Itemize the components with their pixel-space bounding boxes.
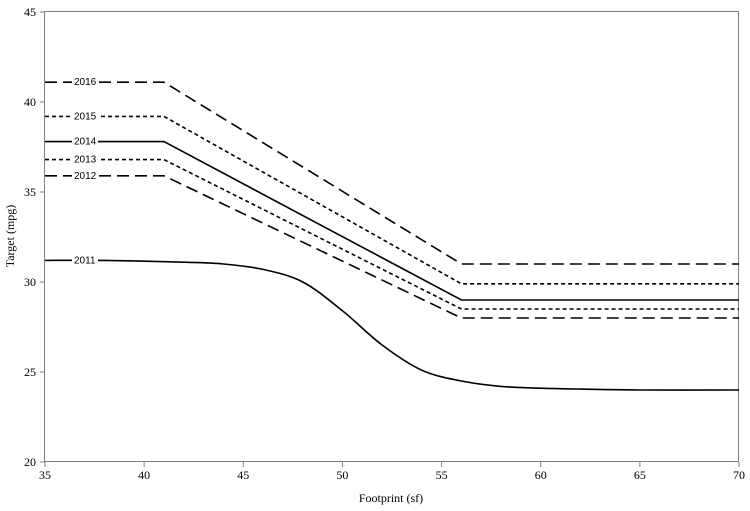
series-line-2015 <box>45 115 739 285</box>
y-tick-label: 45 <box>24 5 36 19</box>
x-tick-label: 40 <box>138 468 150 482</box>
series-label-2014: 2014 <box>74 137 97 148</box>
series-label-bg <box>72 135 98 148</box>
y-tick-label: 35 <box>24 185 36 199</box>
x-tick-label: 65 <box>634 468 646 482</box>
x-axis-title: Footprint (sf) <box>359 491 423 505</box>
series-label-bg <box>72 76 98 89</box>
plot-area: 2016 2015 2014 2013 2012 2011 <box>44 11 740 462</box>
series-layer <box>44 81 740 391</box>
x-tick-label: 35 <box>39 468 51 482</box>
x-tick-label: 55 <box>436 468 448 482</box>
series-line-2014 <box>45 140 739 301</box>
y-tick-label: 40 <box>24 95 36 109</box>
series-line-2011 <box>44 259 740 391</box>
y-axis-title: Target (mpg) <box>3 205 17 268</box>
series-label-bg <box>72 254 98 267</box>
series-label-layer: 2016 2015 2014 2013 2012 2011 <box>72 76 98 267</box>
x-tick-label: 45 <box>237 468 249 482</box>
plot-frame <box>44 11 739 462</box>
series-label-bg <box>72 169 98 182</box>
series-line-2016 <box>45 81 739 265</box>
series-line-2012 <box>45 175 739 319</box>
series-label-2012: 2012 <box>74 171 97 182</box>
series-label-bg <box>72 110 98 123</box>
x-tick-label: 50 <box>336 468 348 482</box>
y-tick-label: 25 <box>24 365 36 379</box>
series-label-bg <box>72 153 98 166</box>
y-tick-label: 20 <box>24 455 36 469</box>
x-axis: 35 40 45 50 55 60 65 70 <box>39 462 745 482</box>
y-axis: 20 25 30 35 40 45 <box>24 5 45 469</box>
series-label-2016: 2016 <box>74 77 97 88</box>
series-label-2011: 2011 <box>74 255 96 266</box>
y-tick-label: 30 <box>24 275 36 289</box>
series-label-2015: 2015 <box>74 111 97 122</box>
series-line-2013 <box>45 158 739 310</box>
series-label-2013: 2013 <box>74 155 97 166</box>
x-tick-label: 70 <box>733 468 745 482</box>
x-tick-label: 60 <box>535 468 547 482</box>
